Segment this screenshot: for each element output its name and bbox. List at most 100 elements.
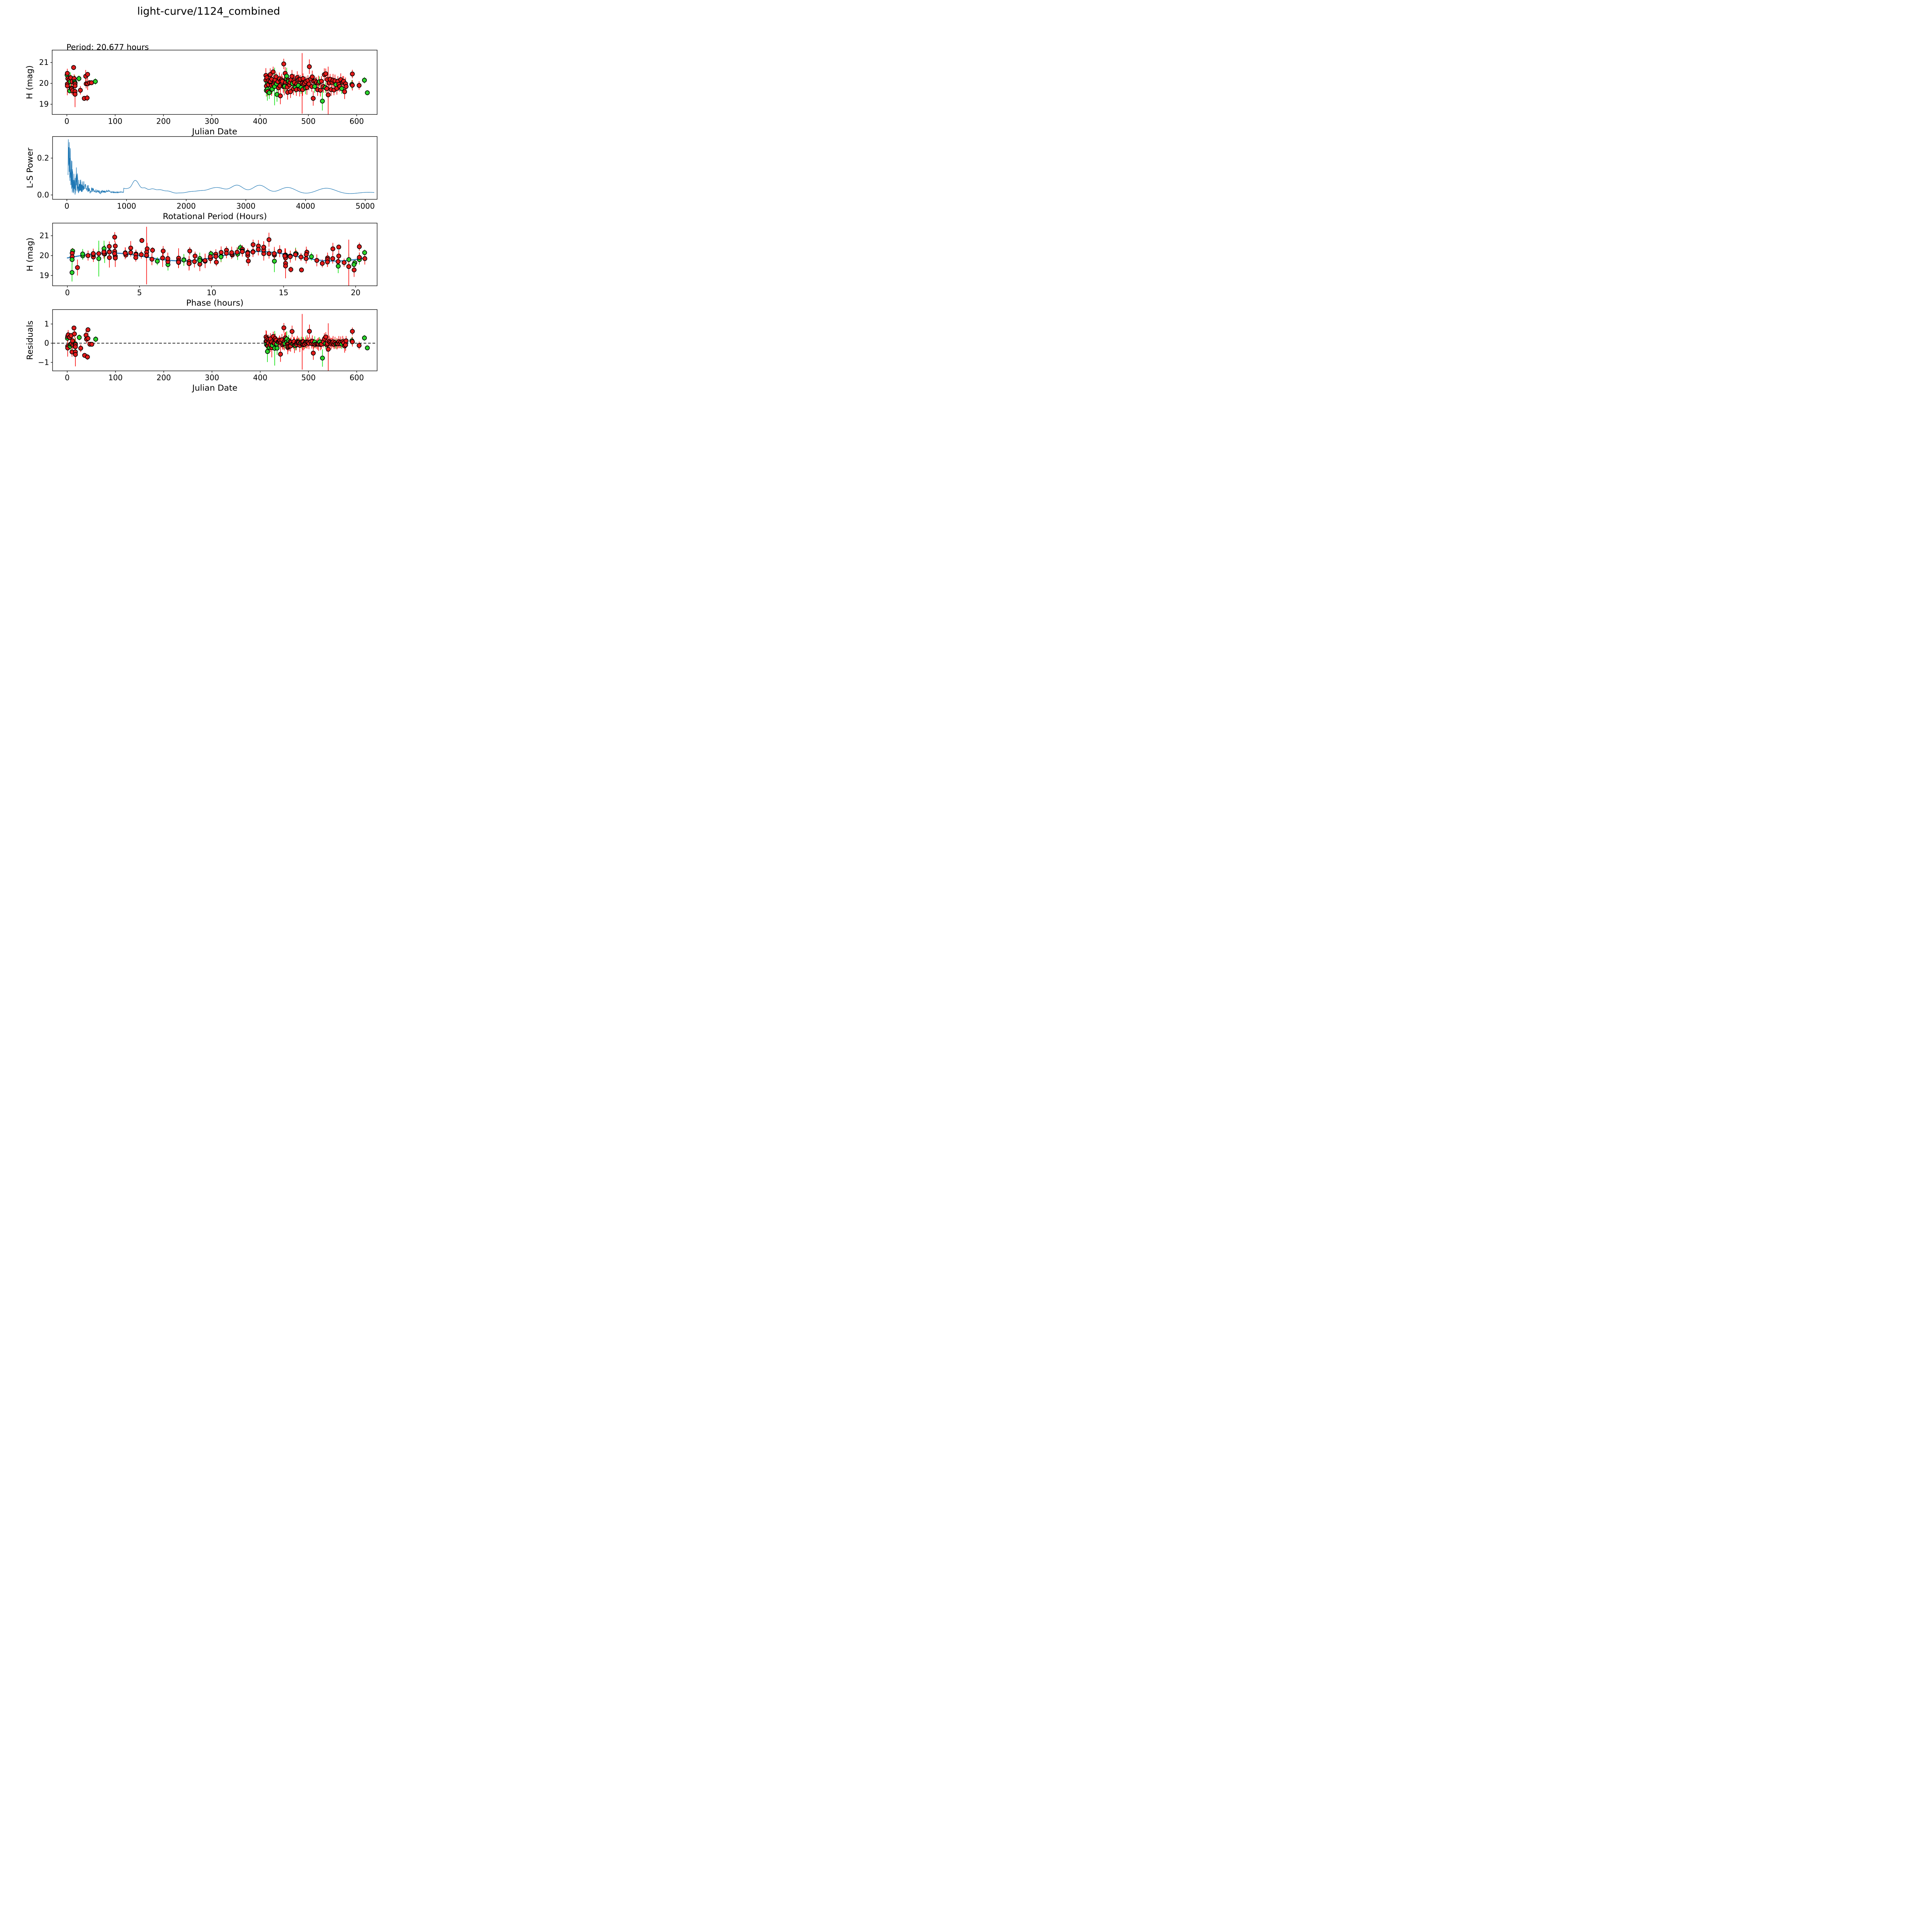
y-axis-label: L-S Power [26,148,35,188]
data-point [93,79,98,84]
data-point [365,345,370,350]
data-point [133,255,138,260]
data-point [365,90,370,95]
tick-label: 3000 [236,202,255,211]
data-point [299,267,304,272]
tick-label: 400 [253,373,267,382]
tick-label: 20 [39,251,49,260]
data-point [304,252,309,257]
data-point [75,265,80,270]
data-point [330,246,335,252]
data-point [342,89,347,94]
data-point [346,264,351,269]
data-point [85,354,90,360]
data-point [281,325,286,330]
data-point [80,252,85,257]
data-point [70,257,75,262]
data-point [318,88,323,93]
data-point [326,347,331,352]
data-point [250,242,256,247]
data-point [73,344,78,349]
data-point [139,252,144,257]
data-point [128,245,133,251]
data-point [213,254,218,259]
data-point [112,251,117,256]
tick-label: 5 [137,288,142,297]
data-point [107,244,112,249]
data-point [320,99,325,104]
data-point [176,260,181,265]
data-point [65,83,70,88]
data-point [78,346,83,351]
data-point [107,255,112,260]
tick-label: 400 [253,117,267,126]
data-point [112,235,117,240]
data-point [208,254,213,259]
data-point [214,260,219,265]
panel-phase-lightcurve-data [67,226,367,286]
data-point [346,257,351,262]
tick-label: 100 [108,373,122,382]
data-point [307,329,312,334]
data-point [288,267,293,272]
data-point [77,76,82,81]
data-point [343,342,348,348]
data-point [150,257,155,262]
tick-label: 100 [108,117,122,126]
data-point [181,257,186,263]
data-point [357,83,362,88]
data-point [246,259,251,264]
data-point [85,327,90,332]
data-point [336,253,341,259]
data-point [187,261,192,266]
data-point [323,334,328,340]
data-point [309,254,314,259]
data-point [350,71,355,77]
data-point [85,253,91,258]
data-point [330,256,335,261]
data-point [272,251,277,256]
panel-border [52,49,378,115]
tick-label: 19 [39,100,49,109]
data-point [93,337,98,342]
y-axis-label: H (mag) [25,65,35,99]
tick-label: 20 [351,288,361,297]
data-point [160,255,165,260]
data-point [122,251,128,256]
data-point [323,71,328,77]
data-point [350,329,355,334]
data-point [344,338,349,344]
data-point [261,245,266,250]
tick-label: 21 [39,58,49,67]
data-point [235,250,240,255]
data-point [357,244,362,249]
data-point [274,345,280,351]
data-point [71,65,76,70]
data-point [250,250,255,255]
data-point [335,259,341,264]
panel-jd-lightcurve-data [65,53,370,115]
data-point [320,355,325,361]
data-point [298,254,304,260]
tick-label: 600 [350,373,364,382]
data-point [344,84,349,89]
data-point [277,248,282,254]
panel-periodogram: 0 1000 2000 3000 4000 5000 0.0 0.2 Rotational Pe… [26,136,378,221]
data-point [218,254,224,259]
tick-label: 0.2 [37,154,49,163]
data-point [342,260,347,265]
data-point [357,343,362,348]
data-point [362,250,367,255]
data-point [301,76,306,81]
data-point [155,259,160,264]
x-axis-label: Rotational Period (Hours) [163,212,267,221]
data-point [289,329,295,334]
tick-label: 5000 [355,202,375,211]
tick-label: 1 [44,320,49,328]
panel-residuals: 0 100 200 300 400 500 600 −1 0 1 Julian Date Residu… [26,309,378,393]
data-point [320,261,325,266]
data-point [352,267,357,272]
data-point [312,84,317,89]
tick-label: 1000 [117,202,136,211]
data-point [113,243,118,248]
